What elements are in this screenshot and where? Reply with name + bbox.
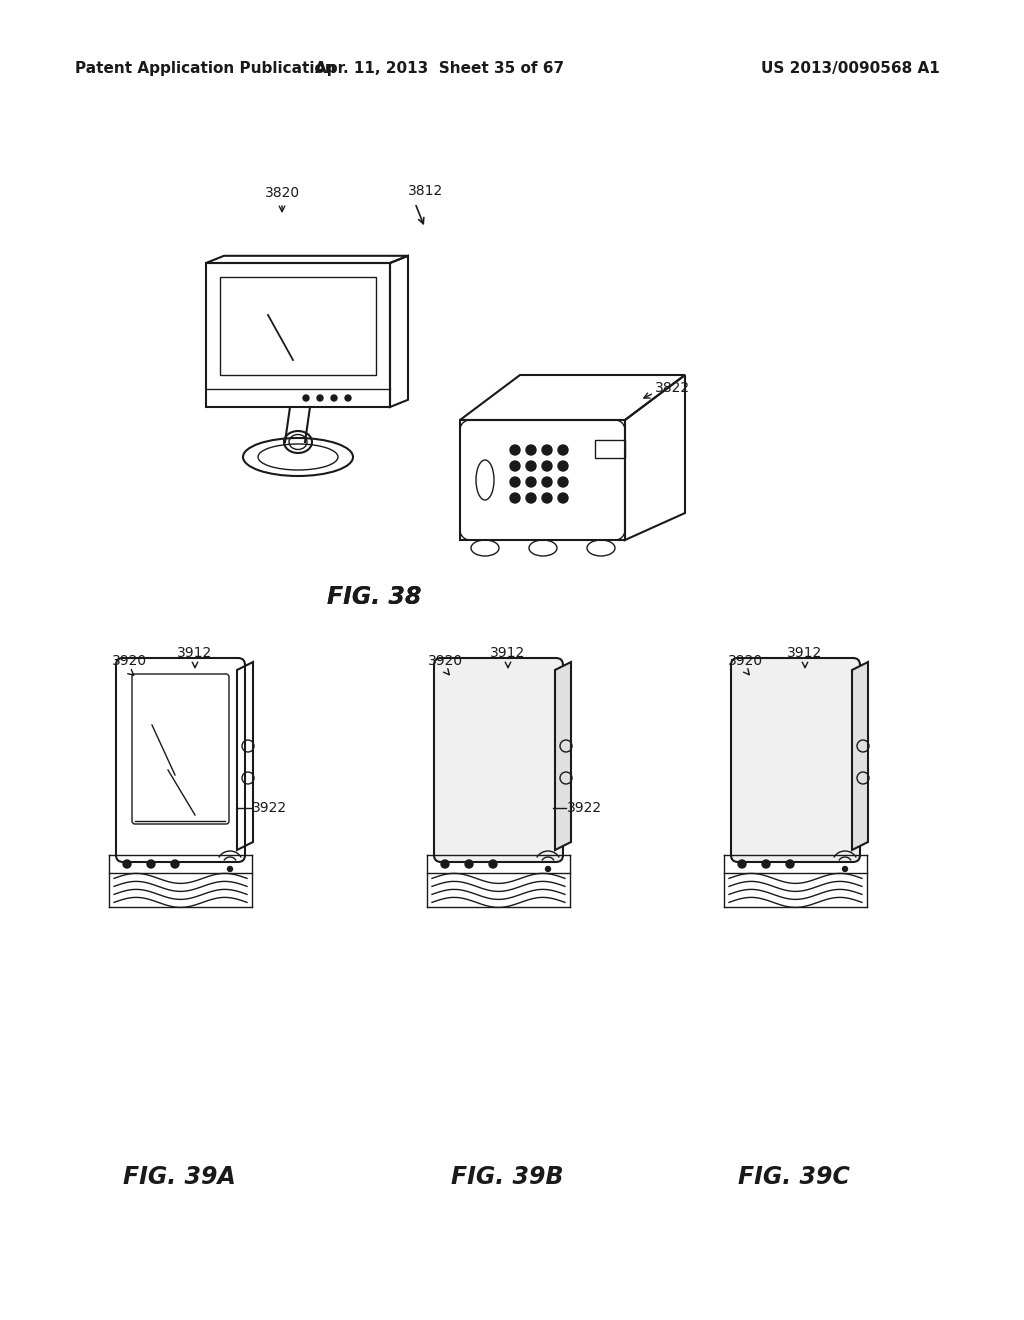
Circle shape — [345, 395, 351, 401]
Text: FIG. 38: FIG. 38 — [327, 585, 421, 609]
FancyBboxPatch shape — [731, 657, 860, 862]
Circle shape — [558, 445, 568, 455]
Text: 3812: 3812 — [408, 183, 443, 198]
Text: 3912: 3912 — [177, 645, 213, 660]
Circle shape — [542, 461, 552, 471]
Circle shape — [558, 477, 568, 487]
Circle shape — [762, 861, 770, 869]
Circle shape — [510, 492, 520, 503]
Circle shape — [171, 861, 179, 869]
FancyBboxPatch shape — [434, 657, 563, 862]
Circle shape — [331, 395, 337, 401]
Text: 3922: 3922 — [567, 801, 602, 814]
Text: 3920: 3920 — [428, 653, 463, 668]
Text: FIG. 39A: FIG. 39A — [123, 1166, 236, 1189]
Circle shape — [465, 861, 473, 869]
Circle shape — [510, 461, 520, 471]
Polygon shape — [555, 663, 571, 850]
Text: 3920: 3920 — [728, 653, 763, 668]
Circle shape — [786, 861, 794, 869]
Circle shape — [546, 866, 551, 871]
Text: FIG. 38: FIG. 38 — [327, 585, 421, 609]
Circle shape — [147, 861, 155, 869]
Text: FIG. 39C: FIG. 39C — [737, 1166, 850, 1189]
Text: 3912: 3912 — [490, 645, 525, 660]
Circle shape — [542, 492, 552, 503]
Circle shape — [489, 861, 497, 869]
Circle shape — [441, 861, 449, 869]
Circle shape — [843, 866, 848, 871]
Circle shape — [510, 445, 520, 455]
Text: Apr. 11, 2013  Sheet 35 of 67: Apr. 11, 2013 Sheet 35 of 67 — [315, 61, 564, 75]
Circle shape — [526, 445, 536, 455]
Circle shape — [526, 477, 536, 487]
Circle shape — [227, 866, 232, 871]
Circle shape — [558, 492, 568, 503]
Circle shape — [738, 861, 746, 869]
Circle shape — [542, 477, 552, 487]
Text: US 2013/0090568 A1: US 2013/0090568 A1 — [761, 61, 940, 75]
Text: 3822: 3822 — [655, 381, 690, 395]
Polygon shape — [852, 663, 868, 850]
Circle shape — [303, 395, 309, 401]
Text: 3912: 3912 — [787, 645, 822, 660]
Text: 3820: 3820 — [264, 186, 300, 201]
Text: 3920: 3920 — [112, 653, 147, 668]
Text: 3922: 3922 — [252, 801, 287, 814]
Text: Patent Application Publication: Patent Application Publication — [75, 61, 336, 75]
Circle shape — [526, 461, 536, 471]
Circle shape — [510, 477, 520, 487]
Circle shape — [526, 492, 536, 503]
Circle shape — [558, 461, 568, 471]
Text: FIG. 39B: FIG. 39B — [451, 1166, 563, 1189]
Circle shape — [317, 395, 323, 401]
Circle shape — [123, 861, 131, 869]
Circle shape — [542, 445, 552, 455]
